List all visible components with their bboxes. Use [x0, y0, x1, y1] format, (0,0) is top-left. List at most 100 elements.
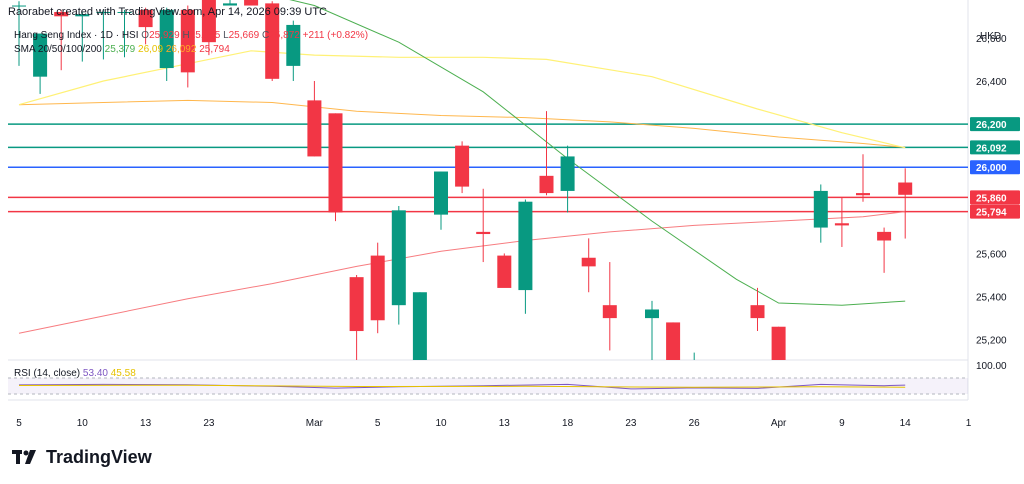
candle-body[interactable] [391, 210, 406, 306]
candle-body[interactable] [560, 156, 575, 191]
time-tick-label: Apr [771, 418, 787, 429]
level-price-tag [970, 190, 1020, 205]
rsi-scale-label: 100.00 [976, 361, 1007, 372]
candle-body[interactable] [412, 292, 427, 372]
candle-body[interactable] [834, 223, 849, 226]
candle-body[interactable] [244, 0, 259, 6]
candle-body[interactable] [265, 3, 280, 79]
time-tick-label: 5 [16, 418, 22, 429]
price-tick-label: 25,400 [976, 293, 1007, 304]
time-tick-label: 9 [839, 418, 845, 429]
rsi-label: RSI (14, close) [14, 368, 81, 379]
candle-body[interactable] [307, 100, 322, 157]
level-price-tag [970, 117, 1020, 132]
candle-body[interactable] [518, 201, 533, 291]
time-tick-label: 10 [435, 418, 447, 429]
rsi-ma-value: 45.58 [110, 368, 136, 379]
sma-legend[interactable]: SMA 20/50/100/200 25,379 26,09 26,092 25… [14, 44, 230, 55]
price-tick-label: 25,200 [976, 336, 1007, 347]
rsi-ma-line [18, 384, 906, 388]
sma100-line [18, 99, 906, 148]
chart-credit: Raorabet created with TradingView.com, A… [8, 6, 327, 18]
candle-body[interactable] [75, 14, 90, 17]
candle-body[interactable] [455, 145, 470, 187]
candle-body[interactable] [708, 370, 722, 372]
candle-body[interactable] [349, 277, 364, 332]
time-tick-label: 13 [140, 418, 152, 429]
level-price-label: 26,200 [976, 120, 1007, 131]
brand-name: TradingView [46, 446, 152, 467]
price-tick-label: 26,400 [976, 77, 1007, 88]
candle-body[interactable] [898, 182, 913, 195]
symbol-title: Hang Seng Index · 1D · HSI [14, 30, 139, 41]
ohlc-high: 25,995 [189, 30, 221, 41]
candle-body[interactable] [771, 326, 786, 364]
time-tick-label: Mar [306, 418, 324, 429]
ohlc-low-label: L [223, 30, 229, 41]
price-chart[interactable]: 26,60026,40026,20026,00025,80025,60025,4… [0, 0, 1024, 440]
candle-body[interactable] [645, 309, 659, 319]
sma20-line [289, 0, 906, 306]
sma-label: SMA 20/50/100/200 [14, 44, 102, 55]
candle-body[interactable] [180, 9, 195, 73]
candle-body[interactable] [96, 12, 111, 13]
candle-body[interactable] [33, 33, 48, 77]
ohlc-high-label: H [182, 30, 190, 41]
symbol-legend[interactable]: Hang Seng Index · 1D · HSI O25,929 H25,9… [14, 30, 368, 41]
level-price-tag [970, 204, 1020, 219]
price-tick-label: 25,600 [976, 249, 1007, 260]
level-price-tag [970, 160, 1020, 175]
sma100-value: 26,092 [165, 44, 197, 55]
rsi-legend[interactable]: RSI (14, close) 53.40 45.58 [14, 368, 136, 379]
candle-body[interactable] [813, 190, 828, 228]
candle-body[interactable] [687, 370, 701, 372]
sma50-line [18, 50, 906, 149]
candle-body[interactable] [624, 372, 638, 373]
time-tick-label: 26 [689, 418, 701, 429]
sma20-value: 25,379 [104, 44, 136, 55]
level-price-label: 25,794 [976, 208, 1007, 219]
ohlc-close-label: C [262, 30, 270, 41]
ohlc-change: +211 (+0.82%) [302, 30, 369, 41]
level-price-label: 26,092 [976, 143, 1007, 154]
time-tick-label: 23 [625, 418, 637, 429]
currency-label[interactable]: HKD [980, 31, 1002, 42]
candle-body[interactable] [581, 257, 596, 267]
candle-body[interactable] [877, 231, 892, 241]
time-tick-label: 18 [562, 418, 574, 429]
sma50-value: 26,09 [138, 44, 164, 55]
candle-body[interactable] [729, 370, 743, 372]
candle-body[interactable] [497, 255, 512, 288]
time-tick-label: 10 [77, 418, 89, 429]
sma200-value: 25,794 [199, 44, 230, 55]
candle-body[interactable] [370, 255, 385, 321]
candle-body[interactable] [750, 305, 765, 319]
candle-body[interactable] [159, 9, 174, 69]
candle-body[interactable] [602, 305, 617, 319]
time-tick-label: 23 [203, 418, 215, 429]
candle-body[interactable] [666, 322, 681, 372]
candle-body[interactable] [223, 3, 237, 6]
time-tick-label: 13 [499, 418, 511, 429]
time-tick-label: 5 [375, 418, 381, 429]
candle-body[interactable] [286, 24, 301, 66]
candle-body[interactable] [476, 231, 491, 235]
ohlc-low: 25,669 [228, 30, 260, 41]
candle-body[interactable] [856, 193, 870, 196]
ohlc-close: 25,872 [269, 30, 300, 41]
candle-body[interactable] [117, 12, 132, 13]
candle-body[interactable] [434, 171, 448, 215]
candle-body[interactable] [793, 363, 807, 364]
candle-body[interactable] [328, 113, 343, 213]
tradingview-logo: TradingView [12, 446, 152, 468]
candle-body[interactable] [138, 9, 153, 28]
candle-body[interactable] [54, 12, 69, 17]
candle-body[interactable] [539, 175, 554, 194]
level-price-label: 26,000 [976, 163, 1007, 174]
ohlc-open: 25,929 [149, 30, 180, 41]
level-price-tag [970, 140, 1020, 155]
candle-body[interactable] [201, 0, 216, 43]
tradingview-logo-icon [12, 450, 36, 464]
level-price-label: 25,860 [976, 193, 1007, 204]
candle-body[interactable] [12, 5, 26, 7]
